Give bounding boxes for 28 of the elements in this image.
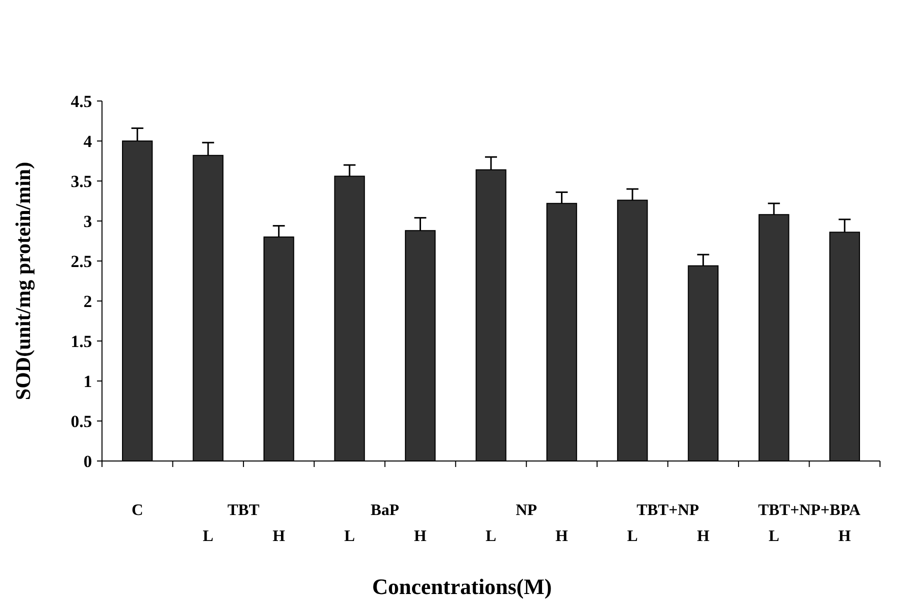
y-tick-label: 2.5 — [70, 252, 92, 271]
x-tick-label: H — [414, 528, 428, 545]
x-tick-label: H — [556, 528, 568, 545]
text: C — [132, 502, 144, 519]
text: TBT+NP+BPA — [758, 502, 861, 519]
y-tick-label: 0 — [84, 452, 92, 471]
y-tick-label: 3.5 — [70, 172, 92, 191]
y-axis-title: SOD(unit/mg protein/min) — [11, 162, 35, 400]
x-tick-label: L — [344, 528, 355, 545]
text: TBT+NP — [636, 502, 700, 519]
x-tick-label: L — [768, 528, 780, 545]
text: TBT — [227, 502, 260, 519]
y-tick-label: 0.5 — [70, 412, 92, 431]
x-tick-label: L — [202, 528, 214, 545]
y-tick-label: 1.5 — [70, 332, 92, 351]
y-tick-label: 3 — [84, 212, 92, 231]
x-tick-label: H — [272, 528, 286, 545]
y-tick-label: 4.5 — [70, 92, 92, 111]
x-tick-label: H — [838, 528, 852, 545]
text: NP — [516, 502, 538, 519]
y-tick-label: 4 — [84, 132, 92, 151]
x-axis-title: Concentrations(M) — [372, 574, 552, 599]
x-tick-label: L — [627, 528, 638, 545]
x-tick-label: H — [696, 528, 710, 545]
x-tick-label: L — [486, 528, 496, 545]
y-tick-label: 2 — [84, 292, 92, 311]
y-tick-label: 1 — [84, 372, 92, 391]
text: BaP — [370, 502, 400, 519]
